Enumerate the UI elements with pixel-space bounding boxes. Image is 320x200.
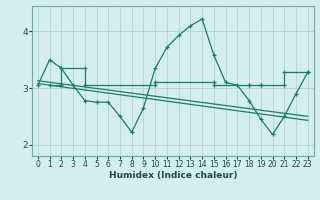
X-axis label: Humidex (Indice chaleur): Humidex (Indice chaleur) bbox=[108, 171, 237, 180]
